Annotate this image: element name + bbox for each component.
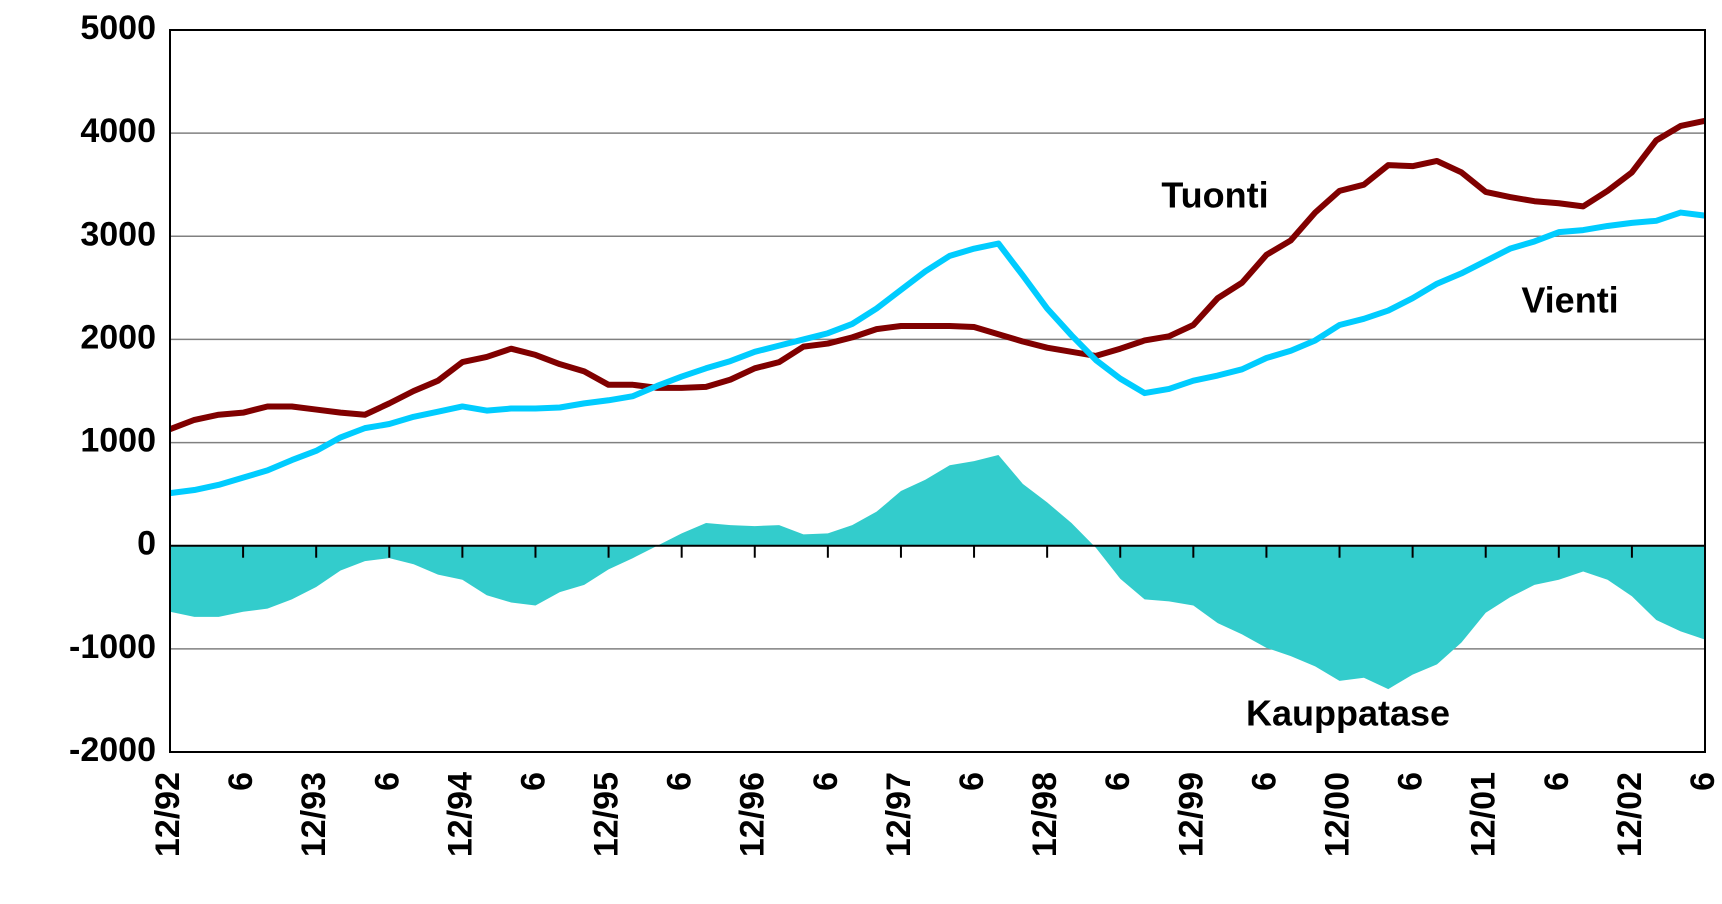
x-tick-label: 12/92	[149, 772, 187, 857]
x-tick-label: 12/97	[880, 772, 918, 857]
x-tick-label: 12/02	[1611, 772, 1649, 857]
x-tick-label: 12/01	[1465, 772, 1503, 857]
y-tick-label: 2000	[80, 318, 156, 356]
x-tick-label: 6	[661, 772, 699, 791]
x-tick-label: 6	[368, 772, 406, 791]
x-tick-label: 6	[1245, 772, 1283, 791]
series-label: Kauppatase	[1246, 693, 1450, 734]
x-tick-label: 12/98	[1026, 772, 1064, 857]
x-tick-label: 6	[514, 772, 552, 791]
y-tick-label: 1000	[80, 422, 156, 460]
x-tick-label: 6	[1538, 772, 1576, 791]
x-tick-label: 12/00	[1319, 772, 1357, 857]
plot-border	[169, 29, 1706, 753]
y-tick-label: 4000	[80, 112, 156, 150]
series-label: Vienti	[1521, 280, 1618, 321]
line	[169, 209, 1706, 497]
x-tick-label: 6	[807, 772, 845, 791]
series-label: Tuonti	[1161, 175, 1268, 216]
x-tick-label: 6	[222, 772, 260, 791]
y-tick-label: 3000	[80, 215, 156, 253]
x-tick-label: 6	[1392, 772, 1430, 791]
y-tick-label: 0	[137, 525, 156, 563]
y-tick-label: -2000	[69, 731, 156, 769]
x-tick-label: 12/96	[734, 772, 772, 857]
area	[170, 454, 1705, 690]
line	[168, 117, 1706, 432]
y-tick-label: -1000	[69, 628, 156, 666]
x-tick-label: 6	[1684, 772, 1722, 791]
x-tick-label: 12/99	[1172, 772, 1210, 857]
x-tick-label: 6	[1099, 772, 1137, 791]
y-tick-label: 5000	[80, 9, 156, 47]
x-tick-label: 12/95	[588, 772, 626, 857]
x-tick-label: 6	[953, 772, 991, 791]
x-tick-label: 12/94	[441, 772, 479, 857]
x-tick-label: 12/93	[295, 772, 333, 857]
